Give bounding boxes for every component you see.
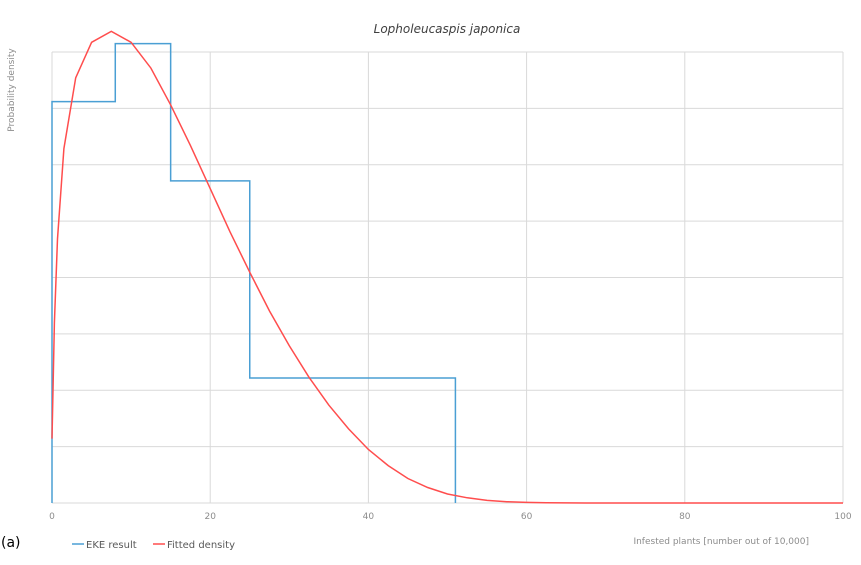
x-tick-label: 0 — [49, 512, 55, 522]
fitted-density-line — [51, 30, 843, 504]
x-tick-label: 20 — [204, 512, 216, 522]
panel-label: (a) — [1, 535, 21, 551]
series-layer — [51, 30, 843, 504]
x-tick-label: 80 — [679, 512, 691, 522]
legend: EKE result Fitted density — [72, 540, 235, 551]
x-tick-label: 100 — [834, 512, 851, 522]
legend-label-eke: EKE result — [86, 540, 137, 551]
x-tick-label: 60 — [521, 512, 533, 522]
grid — [51, 51, 844, 504]
y-axis-label: Probability density — [7, 48, 17, 132]
chart-title: Lopholeucaspis japonica — [374, 22, 521, 36]
x-axis-label: Infested plants [number out of 10,000] — [633, 537, 809, 547]
x-tick-label: 40 — [363, 512, 375, 522]
x-tick-labels: 0 20 40 60 80 100 — [49, 512, 852, 522]
legend-label-fitted: Fitted density — [167, 540, 235, 551]
eke-result-line — [51, 42, 457, 503]
